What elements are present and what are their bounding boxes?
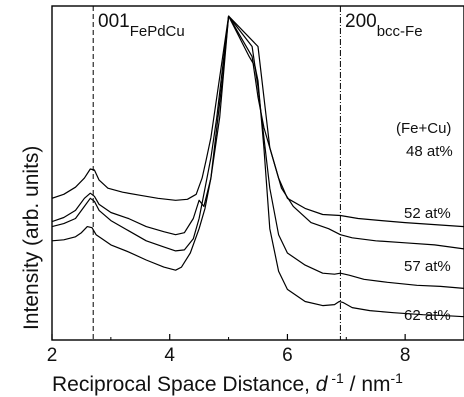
y-axis-label: Intensity (arb. units) (20, 146, 43, 330)
x-tick-label-6: 6 (282, 345, 293, 366)
x-tick-label-8: 8 (400, 345, 411, 366)
x-axis-label: Reciprocal Space Distance, d -1 / nm-1 (52, 370, 403, 396)
x-tick-label-4: 4 (164, 345, 175, 366)
series-label-57: 57 at% (404, 258, 451, 275)
x-tick-label-2: 2 (47, 345, 58, 366)
peak-label-001: 001FePdCu (98, 11, 185, 40)
series-line-4 (52, 15, 464, 318)
series-lines (52, 15, 464, 318)
series-label-52: 52 at% (404, 205, 451, 222)
series-label-48: 48 at% (406, 143, 453, 160)
series-line-1 (52, 15, 464, 228)
series-line-2 (52, 15, 464, 250)
reference-lines (92, 6, 341, 340)
plot-frame (51, 5, 464, 341)
legend-header: (Fe+Cu) (396, 120, 451, 137)
peak-label-200: 200bcc-Fe (345, 11, 423, 40)
x-ticks: 2 4 6 8 (47, 334, 464, 366)
series-line-3 (52, 15, 464, 289)
series-label-62: 62 at% (404, 307, 451, 324)
